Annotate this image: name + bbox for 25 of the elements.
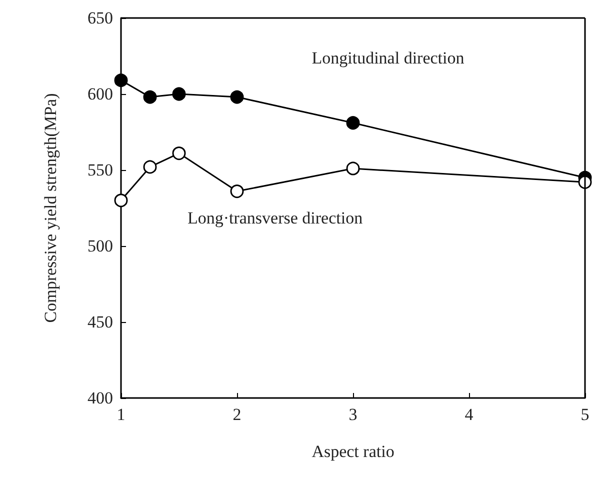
x-tick-label: 1 — [116, 405, 126, 424]
x-tick-label: 5 — [580, 405, 590, 424]
point — [230, 184, 244, 198]
point — [346, 162, 360, 176]
x-tick-label: 2 — [232, 405, 242, 424]
x-tick-label: 3 — [348, 405, 358, 424]
point — [114, 194, 128, 208]
y-axis-title: Compressive yield strength(MPa) — [41, 93, 60, 323]
y-tick-label: 500 — [88, 236, 113, 256]
annotation: Longitudinal direction — [312, 48, 465, 68]
y-tick-label: 600 — [88, 84, 113, 104]
x-tick-label: 4 — [464, 405, 474, 424]
point — [114, 74, 128, 88]
point — [230, 90, 244, 104]
point — [172, 146, 186, 160]
point — [143, 160, 157, 174]
annotation: Long·transverse direction — [187, 208, 364, 228]
x-axis-title: Aspect ratio — [312, 442, 394, 461]
y-tick-label: 450 — [88, 312, 113, 332]
point — [172, 87, 186, 101]
point — [143, 90, 157, 104]
y-tick-label: 650 — [88, 8, 113, 28]
y-tick-label: 400 — [88, 388, 113, 408]
y-tick-label: 550 — [88, 160, 113, 180]
point — [346, 116, 360, 130]
